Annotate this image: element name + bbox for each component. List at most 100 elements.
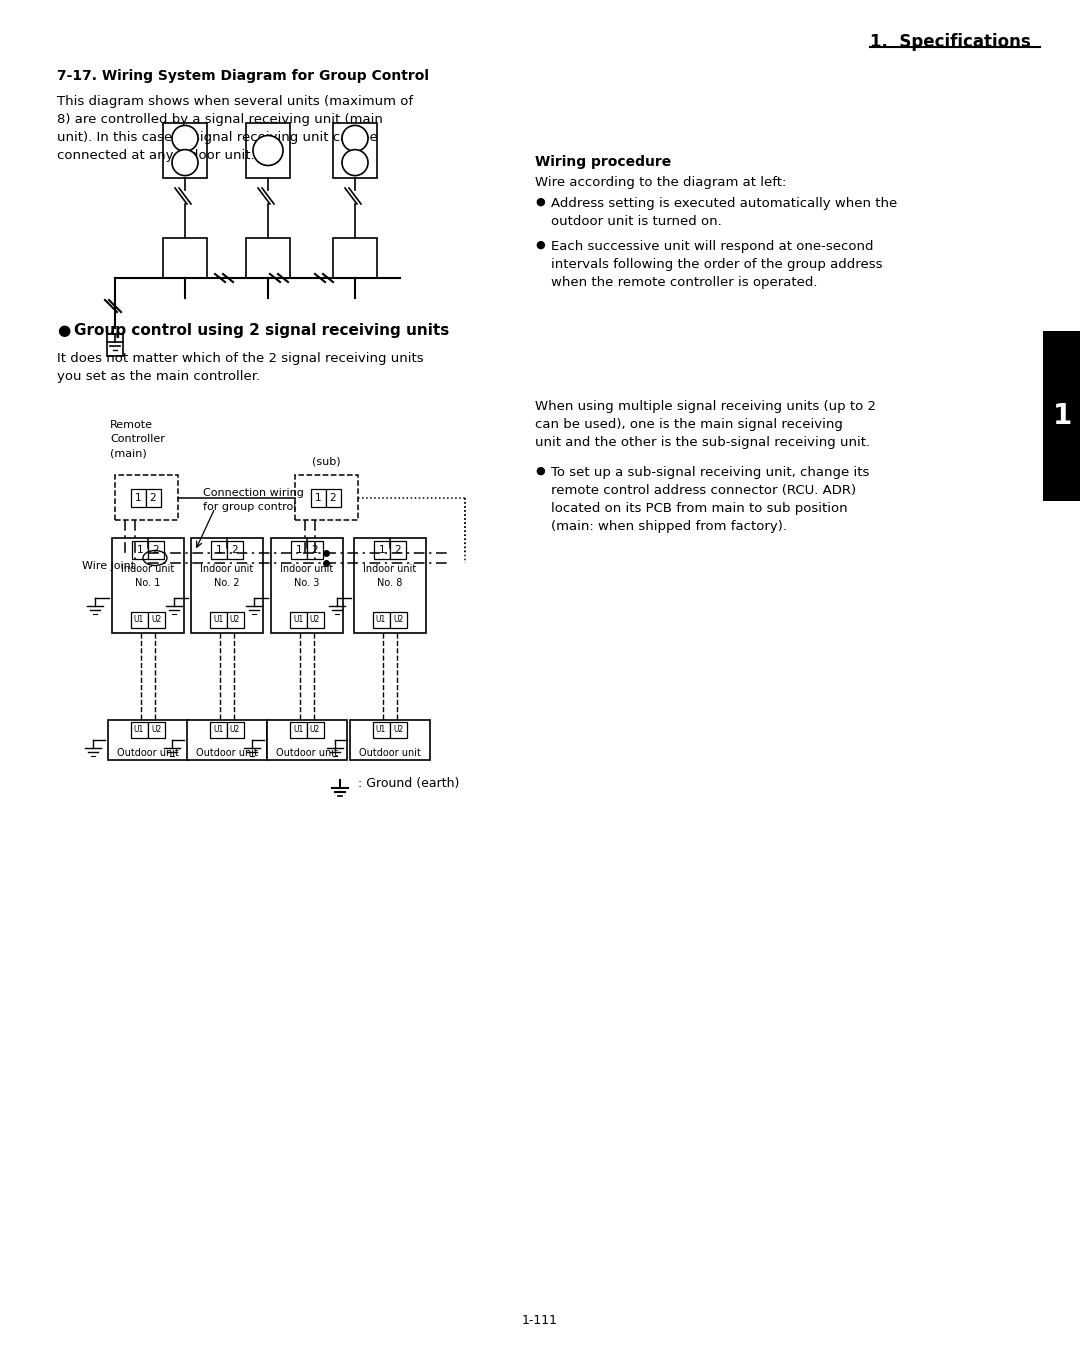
Bar [291, 722, 307, 737]
Text: Indoor unit: Indoor unit [121, 564, 175, 574]
Bar [354, 538, 426, 632]
Text: (sub): (sub) [312, 457, 340, 468]
Bar [227, 612, 244, 628]
Bar [350, 720, 430, 761]
Bar [191, 538, 264, 632]
Bar [390, 722, 407, 737]
Text: No. 3: No. 3 [295, 578, 320, 587]
Bar [291, 612, 307, 628]
Text: 2: 2 [394, 545, 402, 555]
Text: U1: U1 [293, 725, 303, 735]
Text: when the remote controller is operated.: when the remote controller is operated. [551, 275, 818, 289]
Text: U1: U1 [213, 616, 224, 624]
Text: No. 8: No. 8 [377, 578, 403, 587]
Bar [131, 612, 148, 628]
Text: Indoor unit: Indoor unit [363, 564, 417, 574]
Text: Outdoor unit: Outdoor unit [117, 748, 179, 758]
Text: Indoor unit: Indoor unit [201, 564, 254, 574]
Bar [326, 489, 341, 507]
Bar [307, 541, 323, 559]
Bar [131, 489, 146, 507]
Bar [333, 123, 377, 179]
Text: No. 1: No. 1 [135, 578, 161, 587]
Text: 1: 1 [296, 545, 302, 555]
Bar [131, 722, 148, 737]
Text: U1: U1 [134, 725, 144, 735]
Text: No. 2: No. 2 [214, 578, 240, 587]
Text: Each successive unit will respond at one-second: Each successive unit will respond at one… [551, 240, 874, 254]
Bar [307, 722, 324, 737]
Bar [373, 612, 390, 628]
Text: 1: 1 [379, 545, 386, 555]
Text: U2: U2 [310, 725, 320, 735]
Circle shape [253, 135, 283, 165]
Bar [307, 612, 324, 628]
Text: 1: 1 [1052, 402, 1071, 429]
Text: Outdoor unit: Outdoor unit [359, 748, 421, 758]
Bar [373, 722, 390, 737]
Text: Outdoor unit: Outdoor unit [276, 748, 338, 758]
Text: Wire according to the diagram at left:: Wire according to the diagram at left: [535, 176, 786, 189]
Text: outdoor unit is turned on.: outdoor unit is turned on. [551, 215, 721, 228]
Text: To set up a sub-signal receiving unit, change its: To set up a sub-signal receiving unit, c… [551, 466, 869, 478]
Text: U2: U2 [393, 725, 403, 735]
Bar [148, 722, 165, 737]
Text: for group control: for group control [203, 502, 296, 512]
Bar [390, 541, 406, 559]
Text: U2: U2 [310, 616, 320, 624]
Bar [210, 722, 227, 737]
Bar [271, 538, 343, 632]
Bar [132, 541, 148, 559]
Text: you set as the main controller.: you set as the main controller. [57, 369, 260, 383]
Text: 1.  Specifications: 1. Specifications [870, 33, 1030, 50]
Text: U2: U2 [230, 616, 240, 624]
Text: (main: when shipped from factory).: (main: when shipped from factory). [551, 521, 787, 533]
Text: Wire joint: Wire joint [82, 562, 135, 571]
Bar [163, 239, 207, 278]
Text: U2: U2 [230, 725, 240, 735]
Text: 2: 2 [232, 545, 239, 555]
Text: ●: ● [57, 323, 70, 338]
Text: Outdoor unit: Outdoor unit [197, 748, 258, 758]
Text: 2: 2 [312, 545, 319, 555]
Circle shape [172, 125, 198, 151]
Text: U2: U2 [151, 725, 161, 735]
Bar [246, 239, 291, 278]
Text: : Ground (earth): : Ground (earth) [357, 777, 459, 791]
Text: Controller: Controller [110, 433, 165, 444]
Text: Group control using 2 signal receiving units: Group control using 2 signal receiving u… [75, 323, 449, 338]
Text: Wiring procedure: Wiring procedure [535, 155, 672, 169]
Bar [333, 239, 377, 278]
Bar [291, 541, 307, 559]
Text: U1: U1 [134, 616, 144, 624]
Text: Remote: Remote [110, 420, 153, 429]
Text: unit). In this case, a signal receiving unit can be: unit). In this case, a signal receiving … [57, 131, 378, 144]
Bar [107, 334, 123, 356]
Bar [146, 489, 161, 507]
Text: 8) are controlled by a signal receiving unit (main: 8) are controlled by a signal receiving … [57, 113, 383, 125]
Bar [163, 123, 207, 179]
Bar [187, 720, 267, 761]
Text: 7-17. Wiring System Diagram for Group Control: 7-17. Wiring System Diagram for Group Co… [57, 70, 429, 83]
Text: 1: 1 [314, 493, 322, 503]
Bar [211, 541, 227, 559]
Text: 2: 2 [150, 493, 157, 503]
Bar [148, 541, 164, 559]
Bar [210, 612, 227, 628]
Bar [227, 541, 243, 559]
Text: connected at any indoor unit.: connected at any indoor unit. [57, 149, 255, 162]
Text: 1: 1 [135, 493, 141, 503]
Text: U1: U1 [293, 616, 303, 624]
Bar [374, 541, 390, 559]
Text: It does not matter which of the 2 signal receiving units: It does not matter which of the 2 signal… [57, 352, 423, 365]
Text: located on its PCB from main to sub position: located on its PCB from main to sub posi… [551, 502, 848, 515]
Text: 2: 2 [152, 545, 160, 555]
Text: U2: U2 [151, 616, 161, 624]
Text: U1: U1 [376, 725, 387, 735]
Text: remote control address connector (RCU. ADR): remote control address connector (RCU. A… [551, 484, 856, 497]
Text: Indoor unit: Indoor unit [281, 564, 334, 574]
Bar [112, 538, 184, 632]
Bar [390, 612, 407, 628]
Text: 1-111: 1-111 [522, 1314, 558, 1328]
Bar [108, 720, 188, 761]
